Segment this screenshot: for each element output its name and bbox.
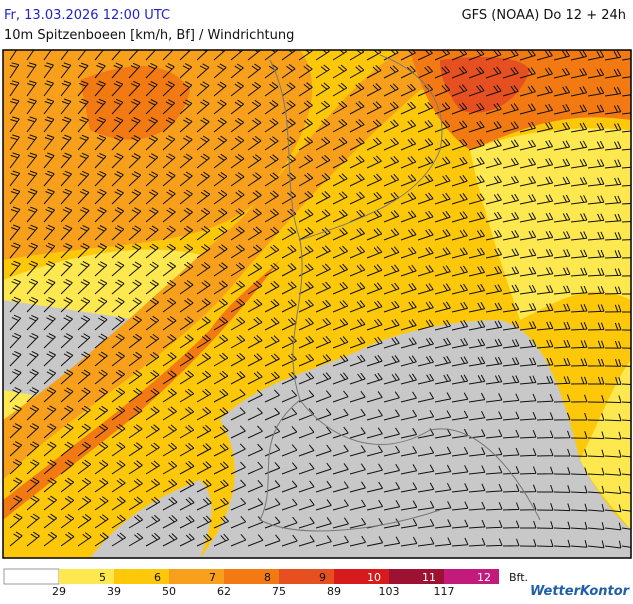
legend-threshold: 75 [272,585,286,598]
map [3,50,631,558]
legend-bft: 7 [209,571,216,584]
legend-box [59,569,114,584]
legend-box [3,568,60,585]
map-frame [2,49,632,559]
legend-bft: 9 [319,571,326,584]
header-model: GFS (NOAA) Do 12 + 24h [462,8,626,23]
legend-box [389,569,444,584]
legend-threshold: 29 [52,585,66,598]
legend-threshold: 89 [327,585,341,598]
legend-threshold: 62 [217,585,231,598]
legend-threshold: 50 [162,585,176,598]
legend-box [114,569,169,584]
legend-box [224,569,279,584]
header-title: Fr, 13.03.2026 12:00 UTC [4,8,170,23]
legend-bft: 8 [264,571,271,584]
legend-threshold: 117 [434,585,455,598]
logo: WetterKontor [530,584,631,599]
wind-barb [9,50,631,549]
legend-box [169,569,224,584]
header-subtitle: 10m Spitzenboeen [km/h, Bf] / Windrichtu… [4,28,294,43]
legend-box [279,569,334,584]
legend-bft: 6 [154,571,161,584]
legend-threshold: 39 [107,585,121,598]
legend-bft: 12 [477,571,491,584]
legend-bft: 10 [367,571,381,584]
legend-bft: 11 [422,571,436,584]
legend-unit: Bft. [509,571,528,584]
wind-barbs [9,50,631,549]
borders [259,54,541,532]
legend-box [334,569,389,584]
legend-box [444,569,499,584]
legend-bft: 5 [99,571,106,584]
legend-threshold: 103 [379,585,400,598]
